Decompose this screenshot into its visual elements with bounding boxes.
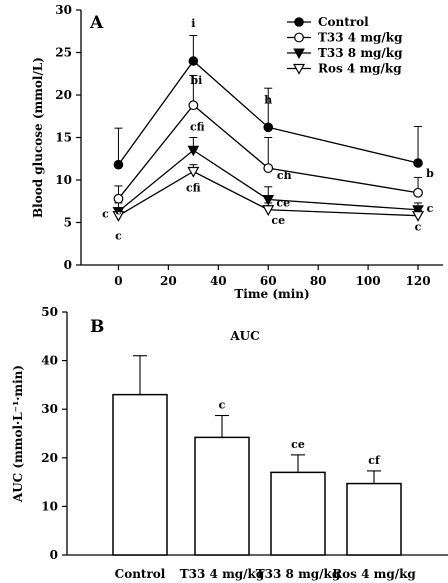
y-tick-label: 10 xyxy=(55,173,72,187)
significance-label: c xyxy=(427,202,434,215)
data-point xyxy=(262,195,275,206)
x-axis-title: Time (min) xyxy=(234,287,309,301)
y-tick-label: 15 xyxy=(55,131,72,145)
y-tick-label: 50 xyxy=(41,305,58,319)
y-axis-title: AUC (mmol·L⁻¹·min) xyxy=(11,365,25,503)
significance-label: i xyxy=(191,17,195,30)
legend-entry: T33 4 mg/kg xyxy=(318,31,403,45)
data-point xyxy=(263,122,274,133)
data-point xyxy=(113,193,124,204)
significance-label: bi xyxy=(190,74,202,87)
y-tick-label: 30 xyxy=(41,402,58,416)
legend-entry: T33 8 mg/kg xyxy=(318,46,403,60)
data-point xyxy=(412,211,425,222)
legend-marker xyxy=(292,63,306,75)
significance-label: c xyxy=(115,205,122,218)
y-tick-label: 40 xyxy=(41,354,58,368)
x-tick-label: T33 8 mg/kg xyxy=(256,567,341,581)
series-line xyxy=(117,104,419,200)
legend-entry: Control xyxy=(318,15,369,29)
y-tick-label: 30 xyxy=(55,3,72,17)
bar xyxy=(194,436,250,556)
significance-label: c xyxy=(219,399,226,412)
x-tick-label: 80 xyxy=(310,274,327,288)
panel-a-line-chart: 0 5 10 15 20 25 30 0 20 40 60 80 100 120 Time (min) Blo… xyxy=(31,3,443,301)
significance-label: ce xyxy=(276,197,290,210)
x-tick-label: T33 4 mg/kg xyxy=(180,567,265,581)
data-point xyxy=(187,166,200,178)
data-point xyxy=(187,145,200,157)
panel-b-bar-chart: 0 10 20 30 40 50 B AUC AUC (mmol·L⁻¹·min) Control… xyxy=(11,305,448,581)
significance-label: c xyxy=(102,207,109,220)
data-point xyxy=(413,187,423,198)
legend-marker xyxy=(294,17,304,27)
series-line xyxy=(118,170,419,217)
significance-label: h xyxy=(264,93,272,106)
bar xyxy=(346,482,402,556)
y-tick-label: 20 xyxy=(55,88,72,102)
series-line xyxy=(117,60,419,166)
significance-label: ce xyxy=(271,214,285,227)
legend-marker xyxy=(293,48,305,60)
x-tick-label: Control xyxy=(115,567,166,581)
significance-label: ch xyxy=(277,169,292,182)
bar xyxy=(112,393,168,556)
data-point xyxy=(263,163,274,174)
x-tick-label: 120 xyxy=(406,274,431,288)
legend-entry: Ros 4 mg/kg xyxy=(318,62,402,76)
data-point xyxy=(413,158,423,168)
y-tick-label: 0 xyxy=(50,548,58,562)
series-line xyxy=(118,149,419,212)
y-tick-label: 10 xyxy=(41,499,58,513)
data-point xyxy=(262,205,275,216)
significance-label: c xyxy=(115,230,122,243)
legend-marker xyxy=(294,32,304,43)
data-point xyxy=(188,56,199,66)
x-tick-label: 20 xyxy=(160,274,177,288)
significance-label: cfi xyxy=(186,182,201,195)
data-point xyxy=(188,100,199,111)
panel-label: A xyxy=(89,13,104,33)
significance-label: b xyxy=(426,167,434,180)
y-tick-label: 20 xyxy=(41,451,58,465)
y-tick-label: 25 xyxy=(55,46,72,60)
x-tick-label: 60 xyxy=(260,274,277,288)
x-tick-label: Ros 4 mg/kg xyxy=(332,567,416,581)
significance-label: c xyxy=(415,221,422,234)
y-axis-title: Blood glucose (mmol/L) xyxy=(31,57,45,218)
y-tick-label: 0 xyxy=(64,258,72,272)
x-tick-label: 100 xyxy=(356,274,381,288)
significance-label: cfi xyxy=(190,120,205,133)
data-point xyxy=(412,205,424,216)
x-tick-label: 0 xyxy=(114,274,122,288)
data-point xyxy=(112,211,125,222)
data-point xyxy=(113,159,124,170)
chart-subtitle: AUC xyxy=(229,329,259,343)
panel-label: B xyxy=(90,317,104,337)
y-tick-label: 5 xyxy=(64,216,72,230)
significance-label: cf xyxy=(368,454,381,467)
bar xyxy=(270,471,326,556)
x-tick-label: 40 xyxy=(210,274,227,288)
significance-label: ce xyxy=(291,438,305,451)
